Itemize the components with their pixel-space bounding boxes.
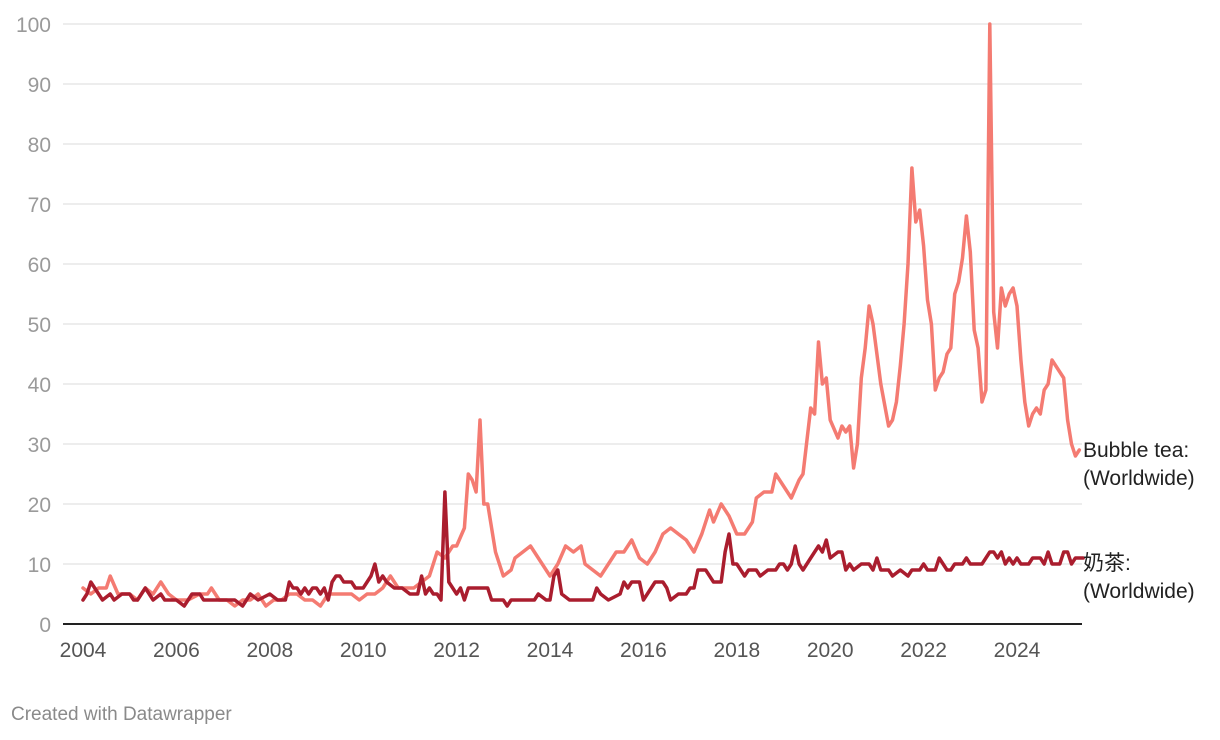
x-tick-label: 2024 bbox=[994, 639, 1041, 662]
x-axis-ticks: 2004 2006 2008 2010 2012 2014 2016 2018 2020 2022… bbox=[60, 639, 1041, 662]
gridlines bbox=[63, 23, 1082, 625]
x-tick-label: 2004 bbox=[60, 639, 107, 662]
y-axis-ticks: 0 10 20 30 40 50 60 70 80 90 100 bbox=[16, 14, 51, 637]
y-tick-label: 40 bbox=[28, 374, 51, 397]
series-label: 奶茶: bbox=[1083, 552, 1131, 575]
x-tick-label: 2012 bbox=[433, 639, 480, 662]
y-tick-label: 10 bbox=[28, 554, 51, 577]
y-tick-label: 80 bbox=[28, 134, 51, 157]
series-line-2 bbox=[81, 490, 1085, 608]
y-tick-label: 0 bbox=[39, 614, 51, 637]
series-labels: Bubble tea: (Worldwide) 奶茶: (Worldwide) bbox=[1083, 439, 1195, 603]
y-tick-label: 50 bbox=[28, 314, 51, 337]
series-lines bbox=[81, 22, 1085, 608]
x-tick-label: 2008 bbox=[246, 639, 293, 662]
x-tick-label: 2010 bbox=[340, 639, 387, 662]
x-tick-label: 2014 bbox=[527, 639, 574, 662]
x-tick-label: 2020 bbox=[807, 639, 854, 662]
x-tick-label: 2022 bbox=[900, 639, 947, 662]
y-tick-label: 90 bbox=[28, 74, 51, 97]
series-label: Bubble tea: bbox=[1083, 439, 1189, 462]
y-tick-label: 60 bbox=[28, 254, 51, 277]
y-tick-label: 30 bbox=[28, 434, 51, 457]
x-tick-label: 2006 bbox=[153, 639, 200, 662]
y-tick-label: 70 bbox=[28, 194, 51, 217]
footer-credit: Created with Datawrapper bbox=[11, 704, 232, 725]
x-tick-label: 2018 bbox=[713, 639, 760, 662]
series-label: (Worldwide) bbox=[1083, 467, 1195, 490]
series-label: (Worldwide) bbox=[1083, 580, 1195, 603]
series-line-1 bbox=[81, 22, 1082, 608]
x-tick-label: 2016 bbox=[620, 639, 667, 662]
y-tick-label: 100 bbox=[16, 14, 51, 37]
y-tick-label: 20 bbox=[28, 494, 51, 517]
